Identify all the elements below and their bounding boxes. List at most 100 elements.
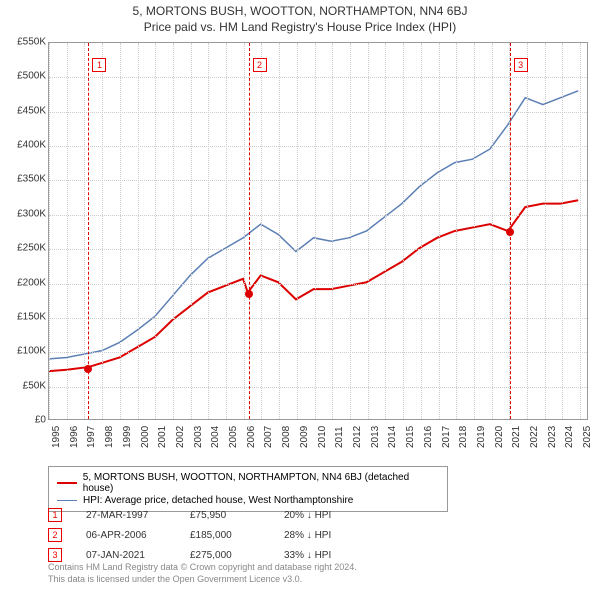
tx-price: £275,000: [190, 550, 260, 561]
gridline-v: [562, 43, 563, 419]
xtick-label: 2010: [317, 426, 328, 448]
tx-num: 3: [48, 548, 62, 562]
gridline-v: [350, 43, 351, 419]
xtick-label: 2005: [228, 426, 239, 448]
marker-dot: [245, 290, 253, 298]
xtick-label: 2003: [193, 426, 204, 448]
gridline-v: [474, 43, 475, 419]
legend-swatch: [57, 500, 77, 501]
legend-swatch: [57, 482, 77, 484]
title-line1: 5, MORTONS BUSH, WOOTTON, NORTHAMPTON, N…: [0, 4, 600, 18]
legend-label: HPI: Average price, detached house, West…: [83, 495, 353, 506]
gridline-v: [421, 43, 422, 419]
gridline-v: [580, 43, 581, 419]
transaction-row: 2 06-APR-2006 £185,000 28% ↓ HPI: [48, 528, 364, 542]
gridline-v: [279, 43, 280, 419]
gridline-v: [527, 43, 528, 419]
transaction-row: 127-MAR-1997£75,95020% ↓ HPI: [48, 508, 364, 522]
xtick-label: 1997: [86, 426, 97, 448]
tx-date: 06-APR-2006: [86, 530, 166, 541]
gridline-v: [492, 43, 493, 419]
footer-line2: This data is licensed under the Open Gov…: [48, 574, 357, 586]
xtick-label: 2002: [175, 426, 186, 448]
xtick-label: 2019: [476, 426, 487, 448]
marker-dot: [506, 228, 514, 236]
xtick-label: 2009: [299, 426, 310, 448]
gridline-h: [49, 284, 587, 285]
xtick-label: 2018: [458, 426, 469, 448]
gridline-h: [49, 352, 587, 353]
gridline-h: [49, 249, 587, 250]
gridline-v: [226, 43, 227, 419]
gridline-v: [173, 43, 174, 419]
gridline-v: [368, 43, 369, 419]
xtick-label: 1999: [122, 426, 133, 448]
gridline-h: [49, 77, 587, 78]
ytick-label: £0: [35, 415, 46, 426]
xtick-label: 2024: [564, 426, 575, 448]
gridline-h: [49, 112, 587, 113]
legend-label: 5, MORTONS BUSH, WOOTTON, NORTHAMPTON, N…: [83, 472, 439, 494]
xtick-label: 2008: [281, 426, 292, 448]
gridline-v: [297, 43, 298, 419]
gridline-h: [49, 318, 587, 319]
ytick-label: £200K: [17, 277, 46, 288]
gridline-v: [261, 43, 262, 419]
gridline-v: [84, 43, 85, 419]
xtick-label: 2000: [140, 426, 151, 448]
gridline-v: [49, 43, 50, 419]
xtick-label: 2006: [246, 426, 257, 448]
tx-diff: 20% ↓ HPI: [284, 510, 364, 521]
marker-line: [88, 43, 89, 419]
xtick-label: 2023: [547, 426, 558, 448]
ytick-label: £400K: [17, 140, 46, 151]
gridline-v: [385, 43, 386, 419]
xtick-label: 2012: [352, 426, 363, 448]
gridline-v: [208, 43, 209, 419]
xtick-label: 1998: [104, 426, 115, 448]
tx-diff: 33% ↓ HPI: [284, 550, 364, 561]
xtick-label: 2022: [529, 426, 540, 448]
gridline-v: [138, 43, 139, 419]
xtick-label: 2011: [334, 426, 345, 448]
xtick-label: 2001: [157, 426, 168, 448]
tx-diff: 28% ↓ HPI: [284, 530, 364, 541]
gridline-v: [191, 43, 192, 419]
xtick-label: 2017: [441, 426, 452, 448]
gridline-v: [403, 43, 404, 419]
gridline-v: [545, 43, 546, 419]
ytick-label: £500K: [17, 71, 46, 82]
gridline-v: [439, 43, 440, 419]
gridline-v: [67, 43, 68, 419]
price-chart: 123: [48, 42, 588, 420]
legend-item-hpi: HPI: Average price, detached house, West…: [57, 495, 439, 506]
transaction-table: 127-MAR-1997£75,95020% ↓ HPI206-APR-2006…: [48, 508, 364, 568]
gridline-h: [49, 180, 587, 181]
xtick-label: 2013: [370, 426, 381, 448]
gridline-v: [456, 43, 457, 419]
tx-price: £185,000: [190, 530, 260, 541]
footer-line1: Contains HM Land Registry data © Crown c…: [48, 562, 357, 574]
ytick-label: £300K: [17, 208, 46, 219]
gridline-v: [244, 43, 245, 419]
legend-item-property: 5, MORTONS BUSH, WOOTTON, NORTHAMPTON, N…: [57, 472, 439, 494]
marker-box: 2: [253, 58, 267, 72]
tx-num: 2: [48, 528, 62, 542]
footer-attribution: Contains HM Land Registry data © Crown c…: [48, 562, 357, 585]
ytick-label: £50K: [23, 380, 46, 391]
ytick-label: £450K: [17, 105, 46, 116]
xtick-label: 2020: [494, 426, 505, 448]
gridline-v: [332, 43, 333, 419]
tx-date: 27-MAR-1997: [86, 510, 166, 521]
xtick-label: 1995: [51, 426, 62, 448]
marker-box: 1: [92, 58, 106, 72]
tx-num: 1: [48, 508, 62, 522]
transaction-row: 3 07-JAN-2021 £275,000 33% ↓ HPI: [48, 548, 364, 562]
xtick-label: 2007: [263, 426, 274, 448]
gridline-v: [102, 43, 103, 419]
ytick-label: £150K: [17, 311, 46, 322]
legend-box: 5, MORTONS BUSH, WOOTTON, NORTHAMPTON, N…: [48, 466, 448, 512]
tx-date: 07-JAN-2021: [86, 550, 166, 561]
xtick-label: 2004: [210, 426, 221, 448]
gridline-v: [155, 43, 156, 419]
